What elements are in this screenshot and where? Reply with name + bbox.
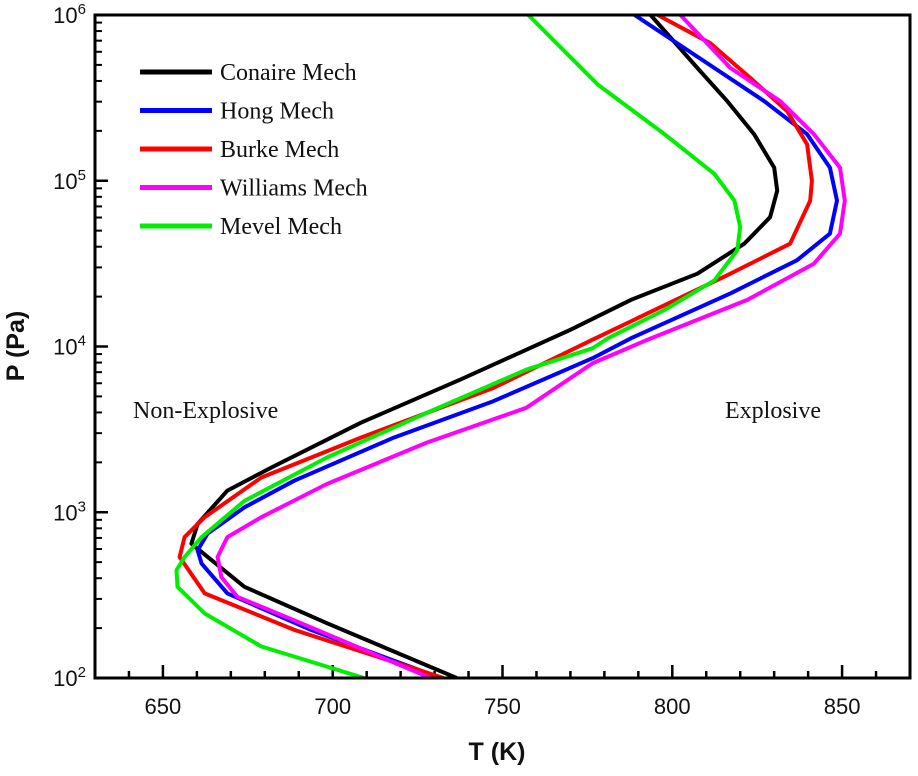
annotation-explosive: Explosive — [725, 398, 821, 424]
y-axis-label: P (Pa) — [2, 311, 30, 381]
series-line-hong-mech — [195, 15, 839, 678]
y-tick-label: 106 — [53, 1, 86, 28]
legend-label: Mevel Mech — [220, 214, 342, 240]
legend-label: Conaire Mech — [220, 60, 357, 86]
x-tick-label: 650 — [145, 694, 182, 719]
y-tick-label: 103 — [53, 498, 86, 525]
x-tick-labels: 650 700 750 800 850 — [145, 694, 861, 719]
x-tick-label: 850 — [824, 694, 861, 719]
x-tick-label: 750 — [484, 694, 521, 719]
legend: Conaire Mech Hong Mech Burke Mech Williams … — [140, 60, 368, 240]
plot-frame — [93, 13, 912, 680]
x-tick-label: 800 — [654, 694, 691, 719]
series-line-mevel-mech — [174, 15, 743, 678]
x-tick-label: 700 — [314, 694, 351, 719]
y-tick-labels: 102 103 104 105 106 — [53, 1, 86, 691]
y-tick-label: 102 — [53, 664, 86, 691]
series-lines — [174, 15, 847, 678]
legend-label: Burke Mech — [220, 137, 339, 163]
y-tick-label: 104 — [53, 333, 86, 360]
series-line-conaire-mech — [189, 15, 780, 678]
legend-label: Williams Mech — [220, 176, 368, 202]
series-line-burke-mech — [177, 15, 814, 678]
series-line-williams-mech — [215, 15, 847, 678]
legend-label: Hong Mech — [220, 99, 334, 125]
annotation-non-explosive: Non-Explosive — [133, 398, 278, 424]
y-tick-label: 105 — [53, 167, 86, 194]
x-axis-label: T (K) — [469, 738, 526, 766]
